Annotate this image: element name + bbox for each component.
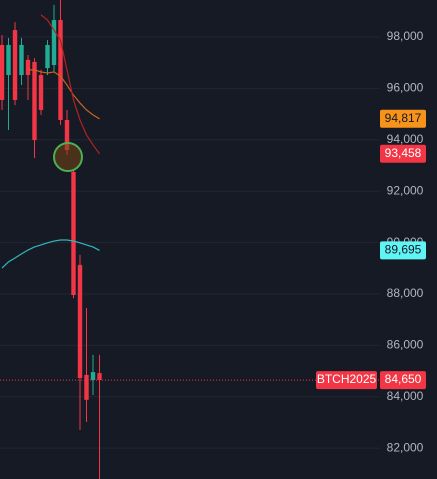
moving-average bbox=[40, 14, 100, 155]
candle-body bbox=[25, 59, 31, 76]
candle-body bbox=[64, 120, 70, 151]
price-tag-bg bbox=[380, 371, 426, 390]
y-tick-label: 92,000 bbox=[387, 183, 424, 197]
y-tick-label: 98,000 bbox=[387, 29, 424, 43]
candle-body bbox=[58, 20, 63, 121]
candle-body bbox=[77, 264, 83, 379]
candle-body bbox=[38, 75, 44, 110]
y-tick-label: 84,000 bbox=[387, 389, 424, 403]
candle-body bbox=[84, 374, 89, 400]
candle-body bbox=[32, 61, 37, 141]
highlight-circle bbox=[53, 142, 83, 172]
symbol-tag: BTCH2025 bbox=[317, 372, 377, 386]
candle-body bbox=[51, 20, 57, 66]
price-tag: 93,458 bbox=[385, 146, 422, 160]
candle-body bbox=[6, 44, 11, 76]
price-tag: 94,817 bbox=[385, 111, 422, 125]
moving-average bbox=[28, 69, 100, 120]
candle-body bbox=[71, 171, 76, 296]
candle-body bbox=[90, 372, 96, 381]
price-tag: 84,650 bbox=[385, 372, 422, 386]
price-tag-bg bbox=[380, 241, 426, 260]
candle-body bbox=[0, 44, 5, 100]
price-tag-bg bbox=[380, 109, 426, 128]
price-tag: 89,695 bbox=[385, 243, 422, 257]
y-tick-label: 86,000 bbox=[387, 338, 424, 352]
y-tick-label: 88,000 bbox=[387, 286, 424, 300]
symbol-tag-bg bbox=[316, 371, 377, 390]
y-tick-label: 96,000 bbox=[387, 81, 424, 95]
candle-body bbox=[45, 44, 50, 69]
candle-body bbox=[97, 373, 102, 381]
price-tag-bg bbox=[380, 144, 426, 163]
moving-average bbox=[1, 239, 100, 269]
y-tick-label: 94,000 bbox=[387, 132, 424, 146]
y-tick-label: 82,000 bbox=[387, 440, 424, 454]
candle-body bbox=[12, 30, 18, 100]
candle-body bbox=[19, 44, 24, 76]
